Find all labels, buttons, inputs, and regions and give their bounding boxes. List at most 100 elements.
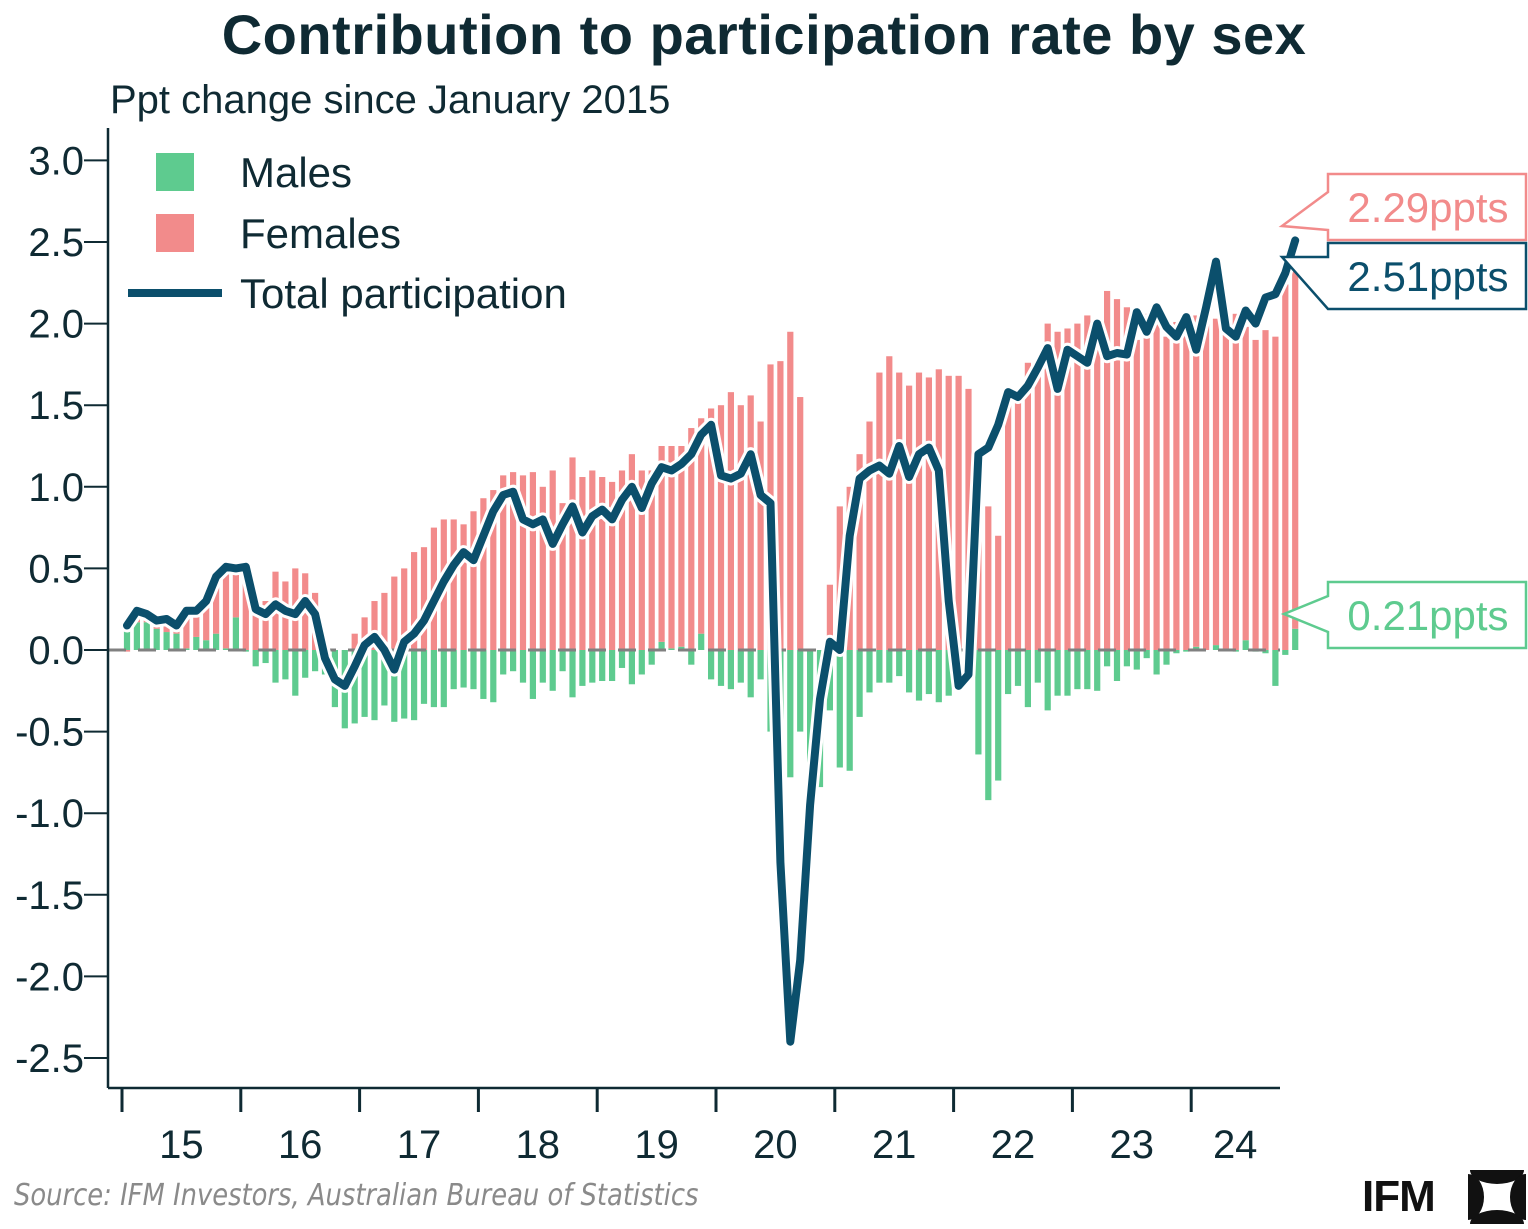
y-tick-label: 2.0 <box>28 303 84 347</box>
males-legend-label: Males <box>240 149 352 196</box>
male-bar <box>193 636 200 650</box>
female-bar <box>1212 318 1220 646</box>
female-bar <box>252 592 259 650</box>
male-bar <box>797 650 804 732</box>
female-bar <box>896 372 903 650</box>
female-bar <box>985 506 992 650</box>
female-bar <box>727 392 734 650</box>
female-bar <box>351 633 358 650</box>
male-bar <box>440 650 447 708</box>
male-bar <box>1123 650 1130 667</box>
female-bar <box>539 486 546 650</box>
female-bar <box>1044 323 1051 650</box>
male-bar <box>203 640 210 650</box>
male-bar <box>361 650 368 717</box>
female-bar <box>1143 313 1150 650</box>
female-bar <box>1133 339 1140 650</box>
male-bar <box>747 650 754 698</box>
male-bar <box>292 650 299 696</box>
female-bar <box>688 428 695 650</box>
female-bar <box>361 617 368 650</box>
x-tick-label: 20 <box>753 1123 798 1167</box>
female-bar <box>232 568 239 618</box>
male-bar <box>975 650 982 755</box>
female-bar <box>717 405 725 650</box>
female-bar <box>411 552 418 650</box>
male-bar <box>807 650 814 806</box>
male-bar <box>985 650 992 801</box>
male-bar <box>232 617 239 650</box>
female-bar <box>183 610 190 649</box>
male-bar <box>698 633 705 650</box>
male-bar <box>1024 650 1031 708</box>
female-bar <box>708 408 715 650</box>
female-bar <box>1024 362 1031 650</box>
female-bar <box>925 377 932 650</box>
female-bar <box>193 610 200 637</box>
male-bar <box>609 650 616 682</box>
male-bar <box>915 650 923 701</box>
female-bar <box>915 372 923 650</box>
male-bar <box>1064 650 1071 696</box>
male-bar <box>995 650 1002 781</box>
male-bar <box>262 650 269 664</box>
x-tick-label: 15 <box>159 1123 204 1167</box>
male-bar <box>1014 650 1022 686</box>
male-bar <box>1084 650 1091 690</box>
male-bar <box>312 650 319 672</box>
male-bar <box>1282 650 1289 655</box>
male-bar <box>411 650 418 721</box>
male-bar <box>717 650 725 686</box>
female-bar <box>1014 397 1022 650</box>
female-bar <box>955 375 962 650</box>
male-bar <box>381 650 388 706</box>
female-bar <box>470 511 477 650</box>
females-legend-swatch <box>156 214 194 252</box>
x-tick-label: 16 <box>278 1123 323 1167</box>
male-bar <box>450 650 457 690</box>
female-bar <box>450 519 457 650</box>
end-callouts: 2.29ppts 2.51ppts 0.21ppts <box>1278 172 1528 650</box>
female-bar <box>203 601 210 641</box>
y-tick-label: -2.0 <box>15 955 84 999</box>
male-bar <box>688 650 695 665</box>
female-bar <box>1222 326 1229 650</box>
female-bar <box>490 490 497 650</box>
bars-group <box>123 259 1299 806</box>
male-bar <box>153 628 160 650</box>
female-bar <box>381 592 388 650</box>
female-bar <box>1252 339 1259 650</box>
x-tick-label: 22 <box>991 1123 1036 1167</box>
female-bar <box>420 547 428 650</box>
male-bar <box>1272 650 1279 686</box>
male-bar <box>1143 650 1150 659</box>
x-tick-label: 19 <box>634 1123 679 1167</box>
female-bar <box>589 470 596 650</box>
female-bar <box>886 356 893 650</box>
male-bar <box>1005 650 1012 695</box>
male-bar <box>628 650 635 685</box>
y-tick-label: 0.5 <box>28 547 84 591</box>
male-bar <box>599 650 606 682</box>
female-bar <box>1292 259 1299 629</box>
female-bar <box>638 470 645 650</box>
y-tick-label: -2.5 <box>15 1037 84 1081</box>
male-bar <box>282 650 289 680</box>
male-bar <box>1163 650 1170 665</box>
male-bar <box>678 646 685 650</box>
female-bar <box>1163 336 1170 650</box>
y-tick-label: 0.0 <box>28 629 84 673</box>
legend: Males Females Total participation <box>128 149 567 317</box>
male-bar <box>1173 650 1180 654</box>
female-bar <box>797 397 804 650</box>
x-tick-label: 23 <box>1110 1123 1155 1167</box>
male-bar <box>1212 645 1220 650</box>
male-bar <box>1133 650 1140 670</box>
male-bar <box>510 650 517 672</box>
female-bar <box>480 498 487 650</box>
female-bar <box>460 524 467 650</box>
male-bar <box>1193 646 1200 650</box>
male-bar <box>668 648 675 650</box>
male-bar <box>500 650 507 675</box>
